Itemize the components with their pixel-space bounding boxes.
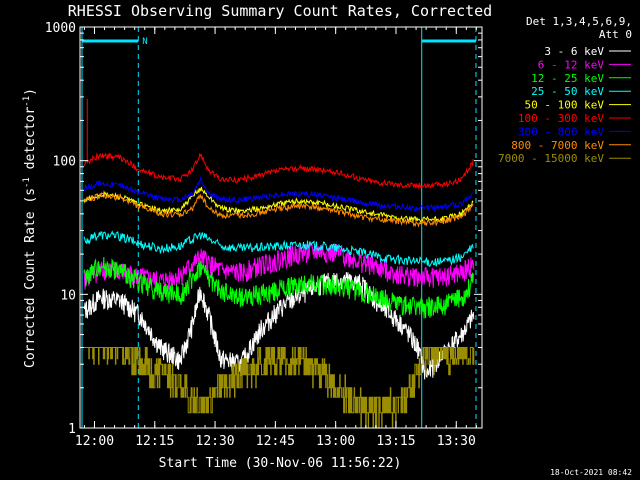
series-line-3 (83, 230, 474, 267)
series-line-5 (83, 152, 474, 190)
x-axis-label: Start Time (30-Nov-06 11:56:22) (159, 456, 402, 471)
x-tick-label-4: 13:00 (316, 434, 355, 449)
x-tick-label-5: 13:15 (376, 434, 415, 449)
legend-label-3: 25 - 50 keV (531, 85, 604, 98)
footer-timestamp: 18-Oct-2021 08:42 (550, 468, 632, 477)
plot-frame (79, 26, 483, 429)
x-tick-label-0: 12:00 (75, 434, 114, 449)
x-tick-label-2: 12:30 (196, 434, 235, 449)
legend-label-2: 12 - 25 keV (531, 72, 604, 85)
series-line-8 (84, 347, 475, 429)
series-line-2 (83, 257, 474, 319)
series-layer (83, 98, 475, 429)
night-intervals: N (81, 27, 477, 428)
legend-label-8: 7000 - 15000 keV (498, 152, 604, 165)
legend-label-7: 800 - 7000 keV (511, 139, 604, 152)
y-tick-label-0: 1 (68, 422, 76, 437)
legend-header-attenuator: Att 0 (599, 28, 632, 41)
series-line-7 (83, 192, 474, 228)
legend-label-4: 50 - 100 keV (525, 99, 605, 112)
y-tick-label-2: 100 (53, 155, 76, 170)
x-tick-label-3: 12:45 (256, 434, 295, 449)
legend-label-1: 6 - 12 keV (538, 58, 605, 71)
legend-label-6: 300 - 800 keV (518, 125, 604, 138)
series-line-0 (83, 272, 475, 380)
y-tick-label-1: 10 (60, 288, 76, 303)
series-line-6 (83, 175, 474, 213)
x-tick-label-1: 12:15 (135, 434, 174, 449)
y-tick-label-3: 1000 (45, 21, 76, 36)
legend-label-5: 100 - 300 keV (518, 112, 604, 125)
night-label-n: N (142, 37, 147, 47)
y-axis-label: Corrected Count Rate (s-1 detector-1) (22, 88, 38, 368)
legend-label-0: 3 - 6 keV (544, 45, 604, 58)
axis-ticks: 12:00 12:15 12:30 12:45 13:00 13:15 13:30 1 10 10… (45, 21, 482, 449)
legend-header-detectors: Det 1,3,4,5,6,9, (526, 15, 632, 28)
chart-title: RHESSI Observing Summary Count Rates, Co… (68, 2, 492, 20)
x-tick-label-6: 13:30 (437, 434, 476, 449)
